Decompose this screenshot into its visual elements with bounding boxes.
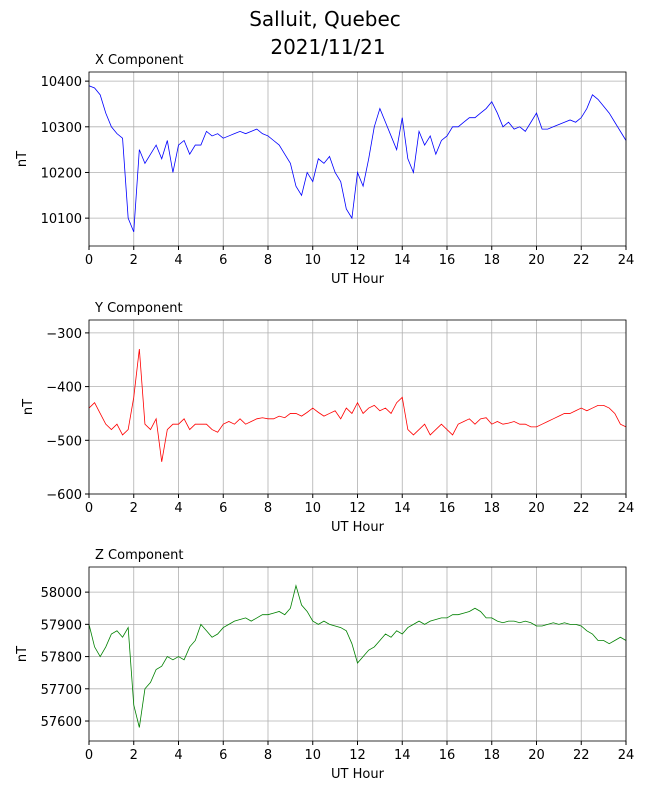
x-tick-label: 8 [264, 501, 272, 516]
x-tick-label: 2 [130, 501, 138, 516]
y-tick-label: 10200 [41, 166, 82, 181]
x-tick-label: 6 [219, 501, 227, 516]
x-tick-label: 6 [219, 253, 227, 268]
x-tick-label: 18 [483, 501, 500, 516]
figure-title: Salluit, Quebec [249, 7, 401, 31]
y-tick-label: −500 [46, 434, 82, 449]
x-tick-label: 2 [130, 748, 138, 763]
y-tick-label: 57600 [41, 715, 82, 730]
x-tick-label: 12 [349, 253, 366, 268]
x-tick-label: 22 [573, 748, 590, 763]
x-tick-label: 12 [349, 501, 366, 516]
y-tick-label: 57700 [41, 683, 82, 698]
subplot-title: Z Component [95, 548, 184, 563]
subplot-title: X Component [95, 53, 184, 68]
x-tick-label: 4 [174, 748, 182, 763]
x-tick-label: 6 [219, 748, 227, 763]
x-tick-label: 14 [394, 501, 411, 516]
y-axis-label: nT [15, 646, 30, 662]
data-line [88, 85, 627, 232]
x-tick-label: 24 [618, 501, 635, 516]
y-tick-label: −300 [46, 327, 82, 342]
x-tick-label: 0 [85, 253, 93, 268]
y-tick-label: 10300 [41, 121, 82, 136]
x-tick-label: 12 [349, 748, 366, 763]
axes-frame [88, 319, 627, 495]
x-tick-label: 4 [174, 501, 182, 516]
y-tick-label: 10100 [41, 212, 82, 227]
data-line [88, 584, 627, 728]
x-tick-label: 8 [264, 253, 272, 268]
y-tick-label: 10400 [41, 75, 82, 90]
axes-frame [88, 71, 627, 247]
y-tick-label: 58000 [41, 586, 82, 601]
x-tick-label: 0 [85, 748, 93, 763]
x-tick-label: 24 [618, 748, 635, 763]
x-tick-label: 18 [483, 253, 500, 268]
y-tick-label: 57800 [41, 651, 82, 666]
y-tick-label: −400 [46, 381, 82, 396]
x-tick-label: 22 [573, 501, 590, 516]
x-tick-label: 16 [439, 253, 456, 268]
x-tick-label: 20 [528, 748, 545, 763]
x-tick-label: 22 [573, 253, 590, 268]
x-tick-label: 0 [85, 501, 93, 516]
x-tick-label: 14 [394, 748, 411, 763]
x-tick-label: 10 [304, 748, 321, 763]
subplot-title: Y Component [94, 301, 183, 316]
x-tick-label: 20 [528, 253, 545, 268]
axes-frame [88, 566, 627, 742]
x-tick-label: 20 [528, 501, 545, 516]
x-tick-label: 10 [304, 253, 321, 268]
figure-date: 2021/11/21 [270, 35, 385, 59]
x-tick-label: 24 [618, 253, 635, 268]
data-line [88, 348, 627, 462]
x-tick-label: 10 [304, 501, 321, 516]
x-tick-label: 8 [264, 748, 272, 763]
x-axis-label: UT Hour [331, 767, 385, 782]
x-tick-label: 14 [394, 253, 411, 268]
y-tick-label: 57900 [41, 618, 82, 633]
x-tick-label: 16 [439, 501, 456, 516]
y-axis-label: nT [21, 399, 36, 415]
x-tick-label: 2 [130, 253, 138, 268]
x-tick-label: 4 [174, 253, 182, 268]
x-tick-label: 16 [439, 748, 456, 763]
x-axis-label: UT Hour [331, 520, 385, 535]
y-axis-label: nT [15, 151, 30, 167]
x-tick-label: 18 [483, 748, 500, 763]
x-axis-label: UT Hour [331, 272, 385, 287]
y-tick-label: −600 [46, 488, 82, 503]
